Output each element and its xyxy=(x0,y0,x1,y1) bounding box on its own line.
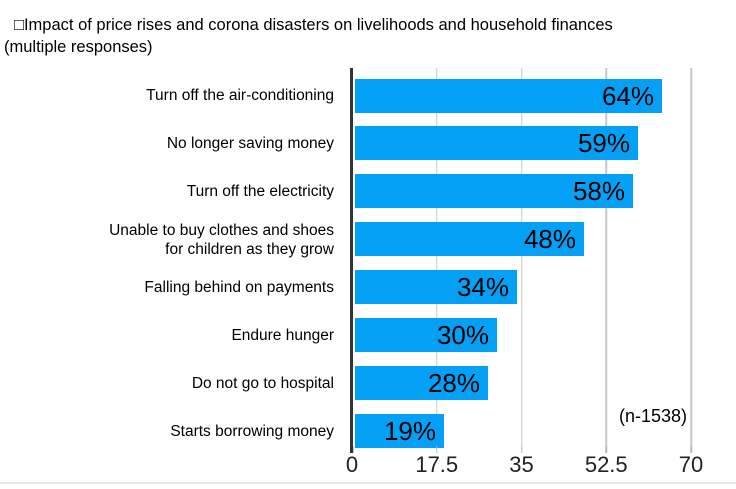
value-label: 58% xyxy=(572,176,625,207)
category-label: No longer saving money xyxy=(166,135,334,153)
x-axis-tick xyxy=(436,446,438,453)
category-label: Unable to buy clothes and shoes for chil… xyxy=(109,221,334,258)
category-label: Turn off the electricity xyxy=(186,183,334,201)
bar-row: Unable to buy clothes and shoes for chil… xyxy=(0,216,691,264)
chart-title: □Impact of price rises and corona disast… xyxy=(14,16,613,34)
value-label: 30% xyxy=(436,320,489,350)
bar: 59% xyxy=(355,126,638,161)
value-label: 34% xyxy=(456,272,509,303)
gridline xyxy=(520,68,523,446)
x-axis-tick xyxy=(605,446,607,453)
bar-row: Falling behind on payments 34% xyxy=(0,264,691,312)
x-axis-tick-label: 70 xyxy=(678,452,704,477)
value-label: 64% xyxy=(601,80,654,111)
bar: 58% xyxy=(355,174,633,209)
bottom-divider xyxy=(0,482,736,484)
value-label: 48% xyxy=(523,224,576,255)
x-axis-tick-label: 0 xyxy=(345,452,359,477)
x-axis-tick xyxy=(351,446,353,453)
chart-subtitle: (multiple responses) xyxy=(4,37,153,56)
title-block: □Impact of price rises and corona disast… xyxy=(4,15,724,58)
x-axis-tick-label: 17.5 xyxy=(415,452,459,477)
category-label: Endure hunger xyxy=(231,326,334,344)
bar-row: Turn off the air-conditioning 64% xyxy=(0,72,691,120)
bar-row: No longer saving money 59% xyxy=(0,120,691,168)
category-label: Do not go to hospital xyxy=(191,374,334,392)
gridline xyxy=(605,68,607,446)
category-label: Starts borrowing money xyxy=(170,422,334,440)
plot-area xyxy=(352,68,692,446)
category-label: Turn off the air-conditioning xyxy=(146,87,334,105)
category-label: Falling behind on payments xyxy=(144,279,334,297)
x-axis-tick xyxy=(690,446,692,453)
bar-row: Turn off the electricity 58% xyxy=(0,168,691,216)
x-axis-tick-label: 52.5 xyxy=(584,452,628,477)
bar: 34% xyxy=(355,270,517,305)
value-label: 59% xyxy=(577,128,630,159)
bar: 64% xyxy=(355,78,662,113)
bar-row: Starts borrowing money 19% xyxy=(0,407,691,455)
bar: 19% xyxy=(355,413,444,448)
bar: 48% xyxy=(355,222,584,257)
bar: 30% xyxy=(355,318,497,352)
gridline xyxy=(436,68,438,446)
y-axis-line xyxy=(350,68,353,453)
bar-row: Do not go to hospital 28% xyxy=(0,359,691,407)
x-axis-tick-label: 35 xyxy=(509,452,534,477)
value-label: 28% xyxy=(427,367,480,398)
sample-size-note: (n-1538) xyxy=(618,406,687,426)
bar: 28% xyxy=(355,365,488,400)
bar-row: Endure hunger 30% xyxy=(0,312,691,360)
value-label: 19% xyxy=(383,415,436,446)
x-axis-tick xyxy=(520,446,523,453)
gridline xyxy=(690,68,692,446)
